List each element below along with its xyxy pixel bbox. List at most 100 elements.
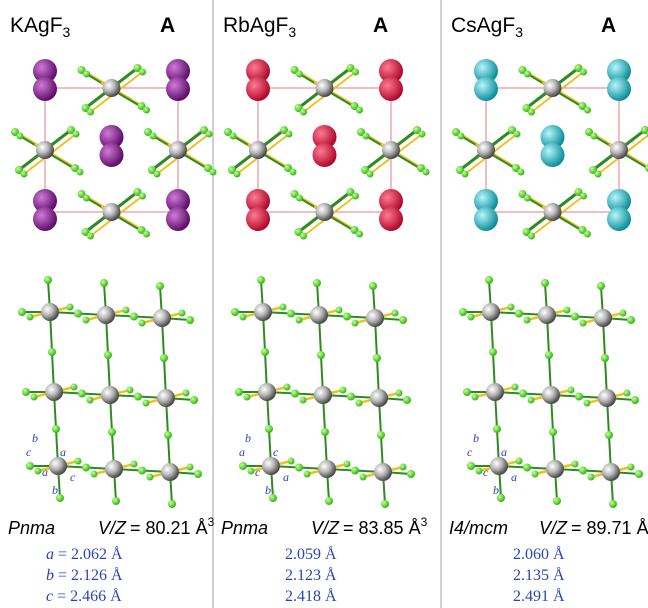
- fluorine: [624, 390, 631, 397]
- fluorine: [187, 464, 194, 471]
- bond-length: 2.059 Å: [285, 545, 337, 563]
- fluorine: [356, 107, 363, 114]
- fluorine: [296, 71, 303, 78]
- fluorine: [317, 351, 325, 359]
- fluorine: [549, 428, 557, 436]
- fluorine: [462, 171, 469, 178]
- axis-label: a: [283, 470, 289, 484]
- fluorine: [472, 394, 479, 401]
- silver-atom: [382, 141, 400, 159]
- fluorine: [392, 310, 399, 317]
- fluorine: [528, 397, 535, 404]
- bond-length: 2.060 Å: [513, 545, 565, 563]
- cation: [379, 207, 403, 231]
- fluorine: [400, 464, 407, 471]
- fluorine: [459, 308, 467, 316]
- fluorine: [476, 468, 483, 475]
- cation: [474, 77, 498, 101]
- fluorine: [248, 468, 255, 475]
- fluorine: [584, 231, 591, 238]
- fluorine: [194, 470, 202, 478]
- fluorine: [21, 171, 28, 178]
- fluorine: [52, 425, 60, 433]
- fluorine: [601, 354, 609, 362]
- fluorine: [467, 462, 475, 470]
- fluorine: [286, 131, 293, 138]
- fluorine: [234, 171, 241, 178]
- fluorine: [523, 464, 531, 472]
- fluorine: [407, 470, 415, 478]
- fluorine: [515, 310, 523, 318]
- silver-atom: [490, 457, 508, 475]
- fluorine: [143, 107, 150, 114]
- fluorine: [123, 307, 130, 314]
- fluorine: [347, 393, 355, 401]
- silver-atom: [101, 386, 119, 404]
- fluorine: [154, 171, 161, 178]
- silver-atom: [161, 463, 179, 481]
- silver-atom: [249, 141, 267, 159]
- fluorine: [620, 310, 627, 317]
- fluorine: [343, 313, 351, 321]
- space-group: Pnma: [221, 518, 268, 538]
- fluorine: [399, 316, 407, 324]
- fluorine: [381, 500, 389, 508]
- fluorine: [244, 394, 251, 401]
- fluorine: [48, 348, 56, 356]
- formula: KAgF: [10, 14, 63, 37]
- fluorine: [67, 304, 74, 311]
- fluorine: [147, 474, 154, 481]
- fluorine: [300, 109, 307, 116]
- volume-per-formula: V/Z= 80.21 Å3: [98, 515, 215, 538]
- silver-atom: [486, 383, 504, 401]
- fluorine: [571, 313, 579, 321]
- fluorine: [419, 131, 426, 138]
- figure: bcaacbKAgF3APnmaV/Z= 80.21 Å3a= 2.062 Åb…: [0, 0, 648, 608]
- bond-length: 2.123 Å: [285, 566, 337, 584]
- fluorine: [183, 390, 190, 397]
- fluorine: [284, 384, 291, 391]
- fluorine: [584, 400, 591, 407]
- fluorine: [239, 462, 247, 470]
- axis-label: b: [493, 483, 499, 497]
- axis-label: b: [32, 431, 38, 445]
- axis-label: c: [26, 445, 32, 459]
- silver-atom: [103, 203, 121, 221]
- axis-label: b: [265, 483, 271, 497]
- fluorine: [143, 400, 150, 407]
- silver-atom: [157, 389, 175, 407]
- fluorine: [631, 396, 639, 404]
- fluorine: [139, 193, 146, 200]
- bond-axis: c: [46, 588, 53, 605]
- fluorine: [564, 307, 571, 314]
- fluorine: [87, 397, 94, 404]
- fluorine: [31, 394, 38, 401]
- fluorine: [524, 317, 531, 324]
- bond-value: 2.060 Å: [513, 545, 565, 563]
- fluorine: [519, 390, 527, 398]
- fluorine: [493, 425, 501, 433]
- bond-value: = 2.126 Å: [58, 566, 123, 584]
- fluorine: [300, 397, 307, 404]
- cation: [166, 77, 190, 101]
- silver-atom: [153, 309, 171, 327]
- fluorine: [288, 458, 295, 465]
- fluorine: [580, 320, 587, 327]
- silver-atom: [49, 457, 67, 475]
- axis-label: c: [467, 445, 473, 459]
- panel-title: RbAgF3: [223, 14, 296, 40]
- bond-length: 2.418 Å: [285, 587, 337, 605]
- fluorine: [575, 393, 583, 401]
- fluorine: [580, 193, 587, 200]
- silver-atom: [310, 306, 328, 324]
- fluorine: [572, 461, 579, 468]
- cation: [313, 143, 337, 167]
- bond-value: = 2.466 Å: [57, 587, 122, 605]
- bond-length: b= 2.126 Å: [46, 566, 123, 584]
- fluorine: [71, 384, 78, 391]
- axis-label: c: [70, 470, 76, 484]
- fluorine: [35, 468, 42, 475]
- fluorine: [524, 195, 531, 202]
- volume-per-formula: V/Z= 83.85 Å3: [311, 515, 428, 538]
- fluorine: [423, 169, 430, 176]
